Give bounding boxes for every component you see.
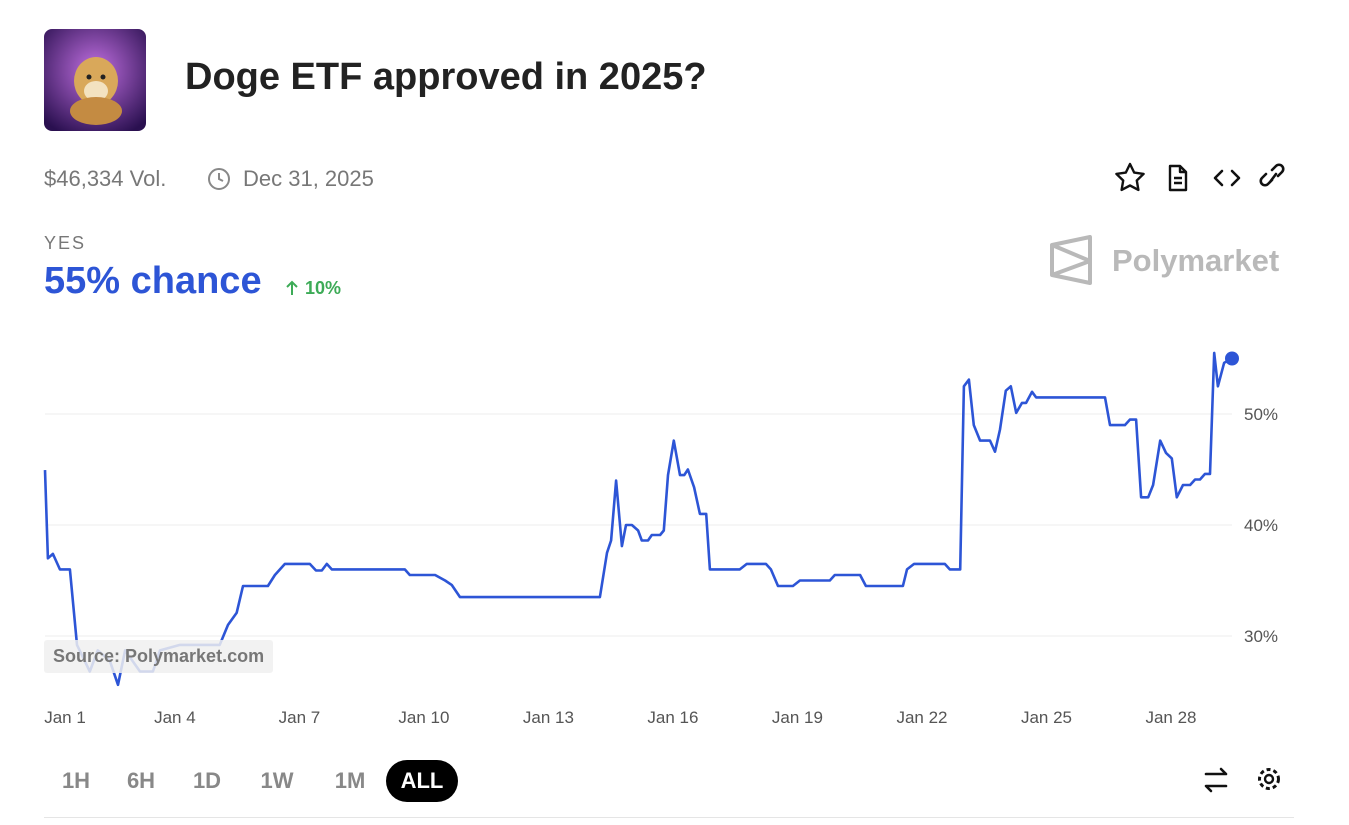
range-button[interactable]: 1M [334,768,366,793]
source-label: Source: Polymarket.com [44,640,274,673]
chance: 55% chance [44,260,262,302]
x-tick-label: Jan 10 [398,708,449,727]
up-arrow [286,280,298,295]
range-button[interactable]: 1H [61,768,91,793]
brand-logo [1050,235,1092,285]
range-button[interactable]: 6H [126,768,156,793]
x-tick-label: Jan 28 [1145,708,1196,727]
price-line [43,351,1233,687]
x-tick-label: Jan 22 [896,708,947,727]
action-icons[interactable] [1112,160,1292,196]
y-tick-label: 40% [1244,516,1278,535]
x-tick-label: Jan 19 [772,708,823,727]
range-button[interactable]: 1D [192,768,222,793]
chance-change: 10% [305,278,342,298]
range-button[interactable]: 1W [260,768,294,793]
range-button[interactable]: ALL [386,760,458,802]
market-title: Doge ETF approved in 2025? [185,56,707,98]
chart-controls[interactable] [1202,764,1292,796]
x-tick-label: Jan 13 [523,708,574,727]
y-tick-label: 30% [1244,627,1278,646]
end-date: Dec 31, 2025 [243,166,374,191]
outcome-label: YES [44,233,87,253]
y-tick-label: 50% [1244,405,1278,424]
last-point [1225,351,1239,366]
x-tick-label: Jan 4 [154,708,196,727]
market-image [44,29,146,131]
x-tick-label: Jan 7 [279,708,321,727]
x-tick-label: Jan 25 [1021,708,1072,727]
x-tick-label: Jan 1 [44,708,86,727]
brand: Polymarket [1112,243,1280,278]
x-tick-label: Jan 16 [647,708,698,727]
divider [44,817,1294,818]
volume: $46,334 Vol. [44,166,167,191]
clock-icon [208,168,230,190]
